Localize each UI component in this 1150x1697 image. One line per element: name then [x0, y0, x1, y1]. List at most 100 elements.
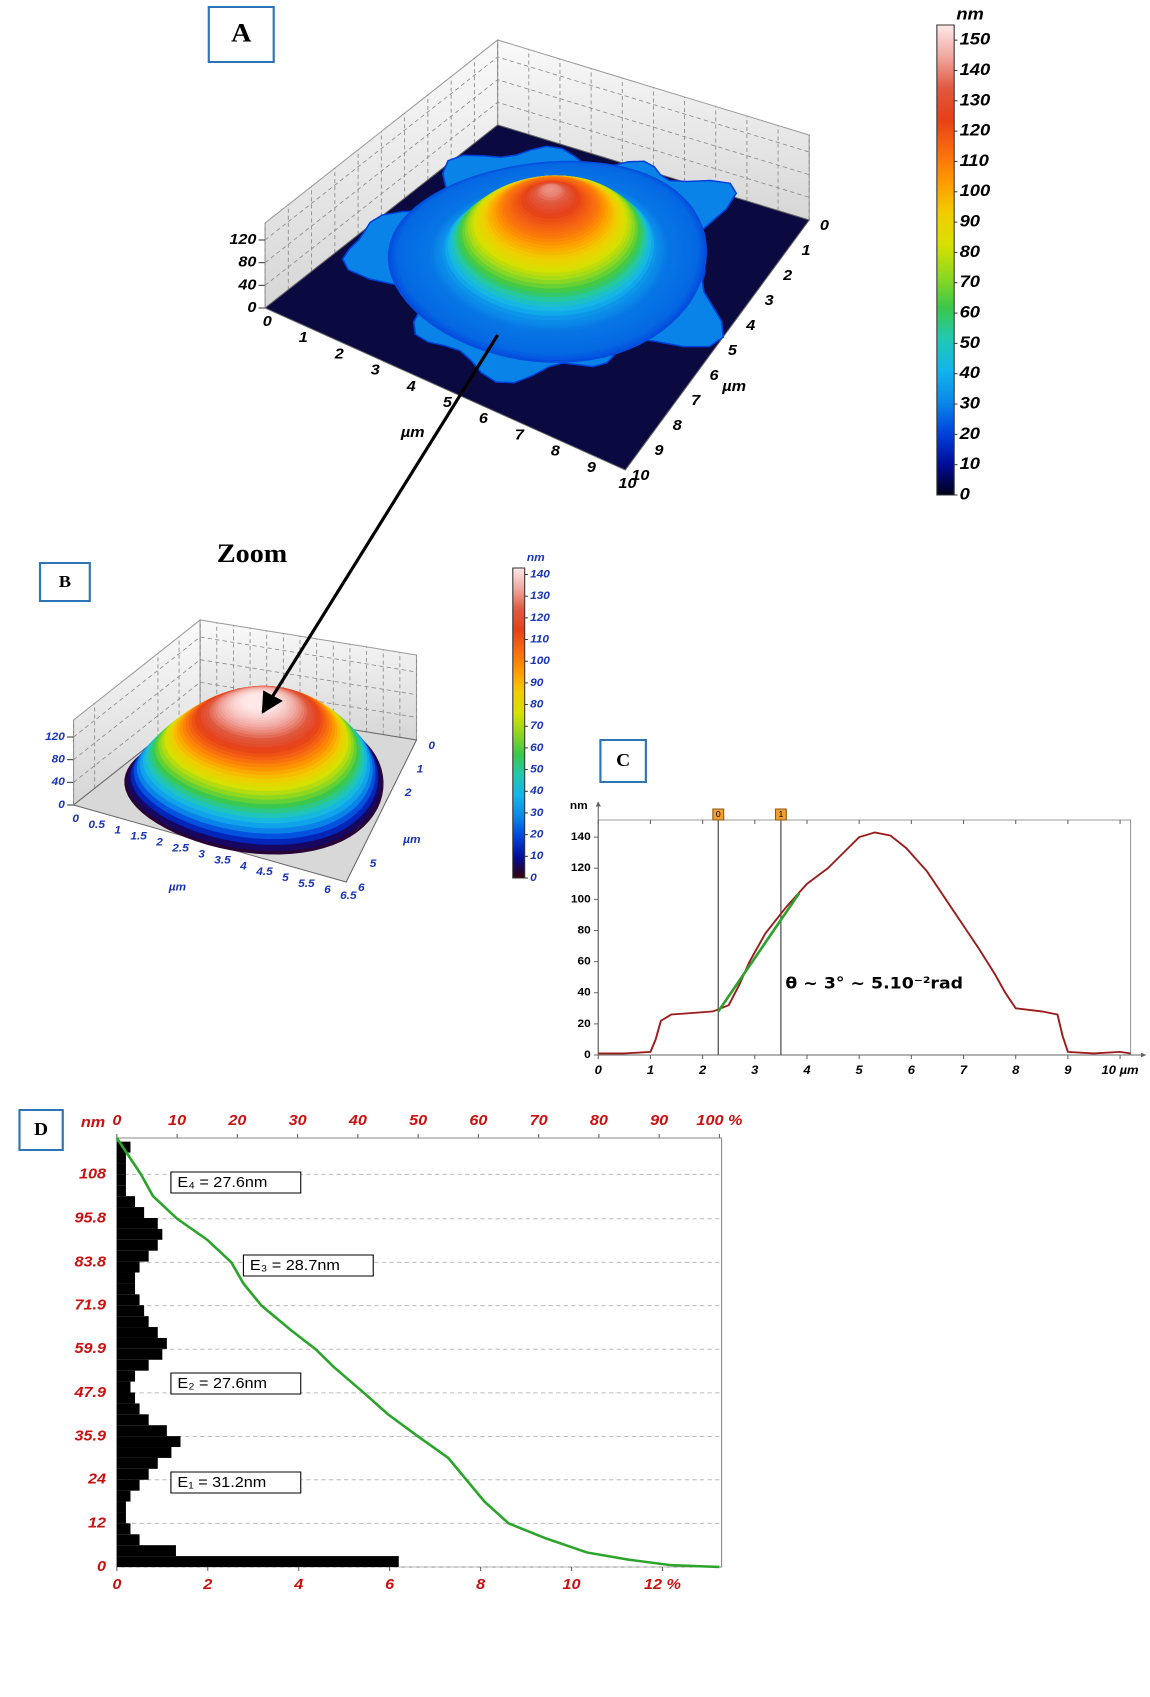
- y-tick-label: 1: [417, 764, 424, 776]
- x-tick-label: 0.5: [88, 819, 105, 831]
- y-tick-label: 2: [782, 267, 792, 283]
- colorbar-tick-label: 50: [530, 764, 544, 776]
- x-tick-label: 3: [751, 1064, 758, 1077]
- bar: [116, 1305, 145, 1317]
- x-tick-label: 9: [1064, 1064, 1071, 1077]
- bar: [116, 1163, 126, 1175]
- x2-tick-label: 100 %: [696, 1112, 742, 1128]
- annotation: E₁ = 31.2nm: [177, 1474, 266, 1490]
- bar: [116, 1272, 136, 1284]
- x-tick-label: 8: [551, 443, 560, 459]
- bar: [116, 1512, 126, 1524]
- x-tick-label: 1.5: [130, 831, 147, 843]
- cursor-handle: [712, 808, 725, 821]
- y-tick-label: 1: [801, 242, 810, 258]
- panel-label: D: [34, 1120, 48, 1140]
- y-tick-label: 108: [79, 1166, 106, 1182]
- surface-contour: [548, 187, 554, 191]
- cursor-label: 1: [778, 809, 783, 819]
- x-tick-label: 12 %: [644, 1576, 681, 1592]
- bar: [116, 1185, 126, 1197]
- colorbar-tick-label: 40: [529, 786, 544, 798]
- y-tick-label: 35.9: [74, 1428, 106, 1444]
- x-tick-label: 4.5: [255, 867, 273, 879]
- x-tick-label: 4: [802, 1064, 810, 1077]
- x2-tick-label: 70: [530, 1112, 548, 1128]
- panel-label-box: [599, 739, 647, 783]
- bar: [116, 1501, 126, 1513]
- x-tick-label: 3: [198, 849, 205, 861]
- colorbar-tick-label: 90: [960, 211, 981, 230]
- y-tick-label: 7: [691, 392, 701, 408]
- z-tick-label: 120: [45, 731, 65, 743]
- panel-label-box: [18, 1109, 64, 1151]
- bar: [116, 1283, 136, 1295]
- colorbar-tick-label: 100: [530, 655, 550, 667]
- x-tick-label: 6.5: [340, 890, 357, 902]
- y-tick-label: 0: [820, 217, 829, 233]
- x-tick-label: 4: [406, 378, 416, 394]
- bar: [116, 1196, 136, 1208]
- x-tick-label: 10: [618, 475, 636, 491]
- colorbar-tick-label: 80: [960, 242, 981, 261]
- bar: [116, 1425, 167, 1437]
- colorbar-tick-label: 70: [960, 272, 981, 291]
- bar: [116, 1447, 172, 1458]
- panel-label-box: [38, 562, 91, 602]
- z-tick-label: 80: [52, 754, 66, 766]
- y-tick-label: 5: [370, 859, 377, 871]
- bar: [116, 1414, 149, 1426]
- x-tick-label: 6: [324, 884, 331, 896]
- x-axis-label: µm: [168, 882, 186, 894]
- bar: [116, 1327, 158, 1338]
- x-tick-label: 0: [595, 1064, 602, 1077]
- x-tick-label: 2: [334, 346, 344, 362]
- x2-tick-label: 20: [227, 1112, 246, 1128]
- panel-label-box: [207, 6, 275, 63]
- panel-label: C: [616, 751, 630, 771]
- x-tick-label: 9: [587, 459, 596, 475]
- tangent-line: [717, 892, 801, 1013]
- bar: [116, 1556, 399, 1567]
- colorbar-tick-label: 120: [530, 612, 550, 624]
- grid-line: [264, 56, 810, 241]
- colorbar-tick-label: 20: [529, 829, 544, 841]
- colorbar-tick-label: 40: [959, 363, 981, 382]
- bar: [116, 1294, 140, 1306]
- x2-tick-label: 30: [289, 1112, 307, 1128]
- x-tick-label: 4: [239, 861, 247, 873]
- y-tick-label: 59.9: [74, 1341, 106, 1357]
- bar: [116, 1250, 149, 1262]
- y-tick-label: 120: [571, 863, 591, 875]
- colorbar-tick-label: 60: [530, 742, 544, 754]
- colorbar: [512, 567, 526, 879]
- annotation: E₃ = 28.7nm: [250, 1257, 340, 1273]
- z-tick-label: 40: [237, 277, 256, 293]
- y-tick-label: 4: [745, 317, 755, 333]
- x2-tick-label: 40: [348, 1112, 367, 1128]
- x-tick-label: 3: [371, 362, 380, 378]
- bar: [116, 1479, 140, 1491]
- colorbar-tick-label: 90: [530, 677, 544, 689]
- zoom-arrow: [261, 334, 500, 714]
- y-tick-label: 40: [577, 987, 590, 999]
- colorbar-tick-label: 0: [530, 872, 537, 884]
- bar: [116, 1545, 176, 1557]
- colorbar-tick-label: 110: [960, 151, 989, 170]
- x-tick-label: 5.5: [298, 878, 315, 890]
- x-tick-label: 7: [960, 1064, 968, 1077]
- x-tick-label: 8: [1012, 1064, 1019, 1077]
- x-tick-label: 1: [299, 330, 308, 346]
- x-tick-label: 0: [72, 813, 79, 825]
- y-tick-label: 24: [87, 1471, 106, 1487]
- x-tick-label: 0: [112, 1576, 121, 1592]
- grid-line: [73, 659, 417, 760]
- y-tick-label: 20: [577, 1018, 590, 1030]
- bar: [116, 1403, 140, 1415]
- z-tick-label: 0: [58, 799, 65, 811]
- z-tick-label: 0: [247, 299, 256, 315]
- x-tick-label: 2.5: [171, 843, 189, 855]
- zoom-label: Zoom: [217, 539, 288, 568]
- colorbar-tick-label: 130: [530, 590, 550, 602]
